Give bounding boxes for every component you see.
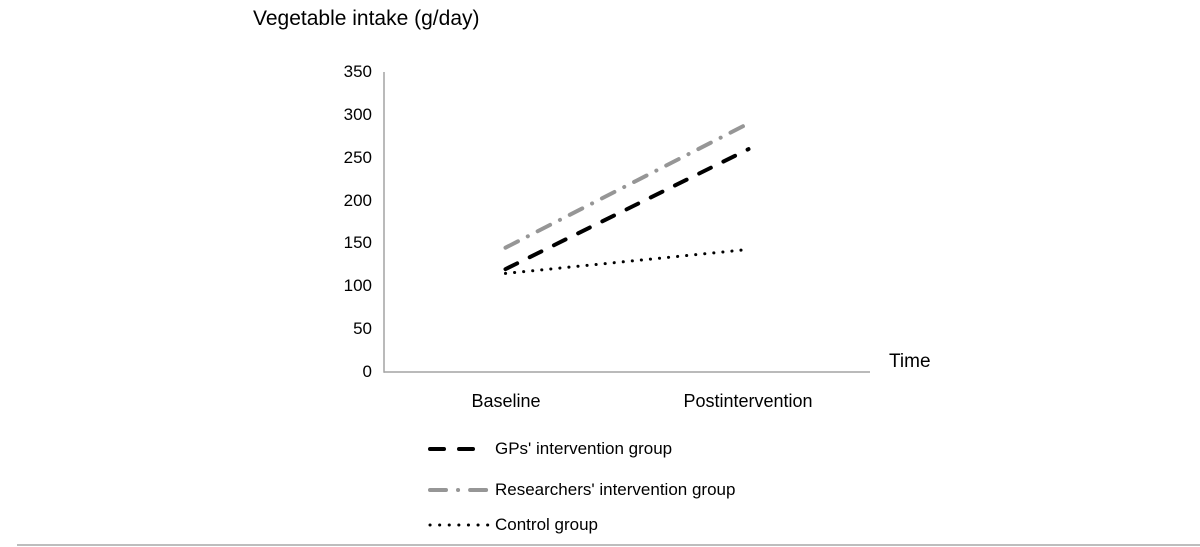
legend-label-gps-intervention-group: GPs' intervention group [495,439,673,458]
legend-item-researchers-intervention-group: Researchers' intervention group [427,479,735,501]
legend-item-control-group: Control group [427,514,598,536]
legend-label-researchers-intervention-group: Researchers' intervention group [495,480,736,499]
y-tick-label-350: 350 [343,62,372,81]
y-axis-tick-labels: 350 300 250 200 150 100 50 0 [300,0,372,547]
x-tick-label-baseline: Baseline [471,391,541,411]
chart-title: Vegetable intake (g/day) [253,7,480,30]
x-tick-label-postintervention: Postintervention [683,391,813,411]
y-tick-label-300: 300 [343,104,372,124]
x-axis-title: Time [889,351,931,372]
page-bottom-border [17,544,1200,546]
y-tick-label-0: 0 [362,362,372,381]
legend-marker-dashed-line-icon [428,447,483,451]
legend-label-control-group: Control group [495,515,599,534]
y-tick-label-100: 100 [343,276,372,296]
y-tick-label-150: 150 [343,233,372,253]
legend-marker-dotted-line-icon [428,523,492,527]
legend-item-gps-intervention-group: GPs' intervention group [427,438,672,460]
series-line-gps-intervention-group [503,147,751,272]
y-tick-label-50: 50 [353,319,372,339]
series-line-researchers-intervention-group [503,121,751,250]
y-tick-label-200: 200 [343,190,372,210]
legend-marker-dash-dot-line-icon [428,488,495,492]
y-tick-label-250: 250 [343,147,372,167]
